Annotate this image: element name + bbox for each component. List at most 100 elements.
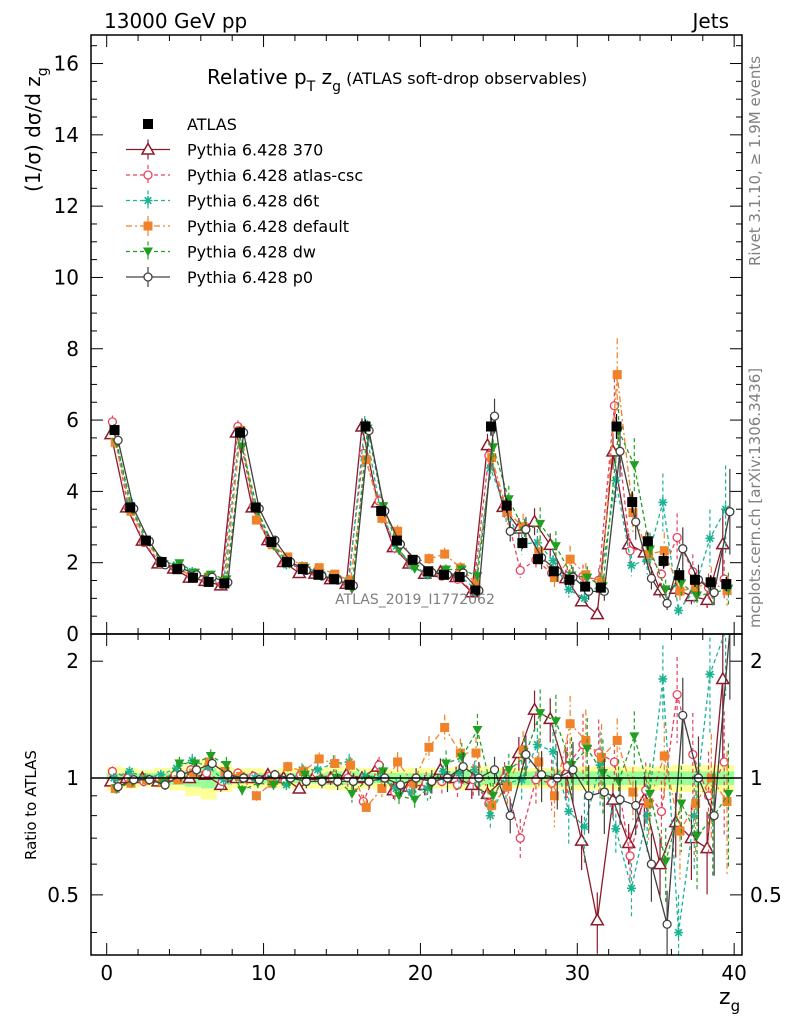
y-tick-label: 8 [66,337,79,361]
ratio-point [268,780,279,790]
ratio-point [568,765,578,775]
ratio-point [172,763,182,773]
reference-point [689,574,700,585]
ratio-point [660,857,671,867]
ratio-point [691,798,701,808]
data-point [644,549,654,559]
ratio-point [107,766,118,777]
data-point [646,573,657,584]
ratio-point [564,806,574,816]
y-axis-label-top: (1/σ) dσ/d zg [21,67,51,192]
ratio-y-tick-label-left: 1 [66,766,79,790]
ratio-point [597,769,608,779]
data-point [725,507,735,517]
ratio-point [489,765,500,775]
data-point [113,435,123,445]
data-point [721,504,731,514]
ratio-point [393,757,403,767]
ratio-point [631,800,641,811]
data-point [589,606,605,620]
ratio-point [291,780,307,794]
ratio-point [589,912,605,926]
ratio-point [517,775,527,785]
reference-point [313,569,324,580]
ratio-point [472,725,483,735]
ratio-point [113,782,123,792]
ratio-point [672,689,682,700]
data-point [532,538,542,548]
y-tick-label: 6 [66,408,79,432]
data-point [505,526,515,536]
ratio-point [156,770,166,780]
reference-point [454,571,465,582]
ratio-point [207,758,217,769]
ratio-point [237,786,248,796]
ratio-point [409,795,420,805]
ratio-point [548,747,558,757]
ratio-point [625,851,635,861]
data-point [314,563,324,573]
x-tick-label: 20 [408,961,433,985]
ratio-point [313,765,323,775]
reference-point [705,577,716,588]
series-top-2 [107,378,729,602]
data-point [377,513,387,523]
data-point [612,370,622,380]
ratio-point [160,780,170,790]
ratio-point [408,778,418,788]
reference-series [109,414,732,596]
legend-marker [143,196,153,205]
x-axis-label: zg [719,985,740,1015]
ratio-point [391,783,401,793]
data-point [678,544,688,554]
legend-marker [143,272,153,282]
legend-label: Pythia 6.428 p0 [187,268,313,287]
reference-point [721,579,732,590]
ratio-point [205,751,216,761]
ratio-point [626,883,636,893]
data-point [692,591,703,601]
data-point [503,495,514,505]
data-point [629,461,640,471]
data-point [564,585,574,595]
data-point [626,560,636,570]
data-point [471,579,481,589]
ratio-point [423,783,433,793]
data-point [660,585,671,595]
ratio-point [584,791,594,801]
ratio-y-tick-label-left: 2 [66,649,79,673]
ratio-point [521,749,531,760]
ratio-point [582,744,593,754]
ratio-series-line [112,694,725,857]
reference-point [329,574,340,585]
ratio-point [628,787,638,797]
ratio-point [658,674,668,684]
reference-point [219,578,230,589]
ratio-point [722,797,732,807]
reference-point [140,535,151,546]
reference-point [501,500,512,511]
ratio-point [394,791,405,801]
data-point [699,592,715,606]
ratio-point [674,927,684,937]
legend-marker [143,247,153,257]
header-process: 13000 GeV pp [104,9,247,33]
data-point [709,587,719,598]
x-tick-label: 0 [100,961,113,985]
y-tick-label: 16 [54,52,79,76]
x-tick-label: 30 [565,961,590,985]
ratio-point [659,751,669,761]
ratio-point [644,789,655,799]
ratio-point [550,717,561,727]
ratio-series-line [114,722,728,833]
y-tick-label: 2 [66,551,79,575]
ratio-point [452,780,463,790]
ratio-point [144,775,155,785]
reference-point [282,556,293,567]
data-point [625,546,635,556]
x-tick-label: 10 [251,961,276,985]
legend-item: ATLAS [143,115,237,134]
data-point [674,605,684,615]
ratio-point [441,759,452,769]
ratio-point [709,810,719,821]
